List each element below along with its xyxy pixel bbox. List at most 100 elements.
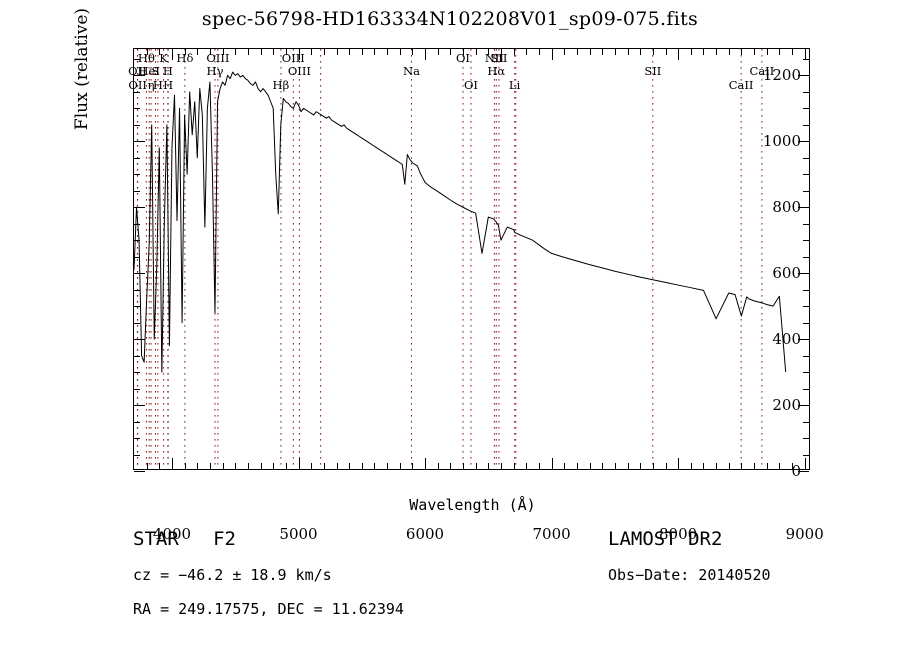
line-label-OIII-a: OIII (281, 51, 305, 65)
x-tickmark-top (285, 49, 287, 55)
y-tickmark (134, 421, 140, 423)
x-tickmark (501, 463, 502, 469)
x-tickmark (323, 463, 325, 469)
x-tickmark (349, 463, 351, 469)
x-tickmark (640, 463, 642, 469)
x-tickmark (450, 463, 452, 469)
x-tickmark (602, 463, 604, 469)
y-tickmark (134, 174, 140, 176)
x-tickmark-top (576, 49, 578, 55)
y-tickmark (134, 405, 145, 407)
x-tickmark-top (209, 49, 211, 55)
y-tick-200: 200 (772, 396, 801, 415)
y-tickmark (134, 124, 140, 126)
x-tickmark-top (728, 49, 730, 55)
line-label-CaIIH: H (162, 64, 173, 78)
y-tickmark-right (798, 75, 809, 77)
x-tickmark (665, 463, 667, 469)
line-label-Hepsilon: H (163, 78, 174, 92)
x-tickmark-top (665, 49, 667, 55)
x-tickmark-top (640, 49, 642, 55)
x-tickmark (361, 463, 363, 469)
y-tickmark (134, 322, 140, 324)
y-tickmark (134, 75, 145, 77)
y-tick-0: 0 (791, 462, 801, 480)
x-tickmark-top (247, 49, 249, 55)
x-tickmark (614, 463, 616, 469)
x-tickmark (589, 463, 591, 469)
y-tickmark-right (798, 471, 809, 472)
y-tickmark-right (803, 372, 809, 374)
y-tickmark (134, 240, 140, 242)
y-tickmark (134, 306, 140, 308)
x-tickmark (627, 463, 629, 469)
line-label-SII-c: SII (644, 64, 662, 78)
line-label-SII: S (151, 64, 160, 78)
observation-date: Obs−Date: 20140520 (608, 566, 771, 584)
x-tickmark (222, 463, 224, 469)
x-tickmark-top (159, 49, 161, 55)
x-tickmark (298, 458, 300, 469)
x-tickmark (678, 458, 680, 469)
line-label-HeI: HeI (138, 64, 160, 78)
x-tickmark-top (513, 49, 515, 55)
survey-name: LAMOST DR2 (608, 528, 723, 550)
x-tickmark-top (425, 49, 426, 60)
x-tickmark-top (538, 49, 540, 55)
x-tickmark (475, 463, 477, 469)
x-tickmark (652, 463, 654, 469)
y-tickmark (134, 157, 140, 159)
line-label-Hbeta: Hβ (272, 78, 290, 92)
x-tickmark-top (260, 49, 262, 55)
y-tickmark-right (803, 240, 809, 242)
x-tickmark (273, 463, 275, 469)
x-tickmark-top (172, 49, 173, 60)
x-tickmark (387, 463, 389, 469)
line-label-Hzeta: H (152, 78, 163, 92)
y-tickmark-right (798, 339, 809, 341)
line-label-Hgamma: Hγ (206, 64, 224, 78)
y-tickmark-right (803, 223, 809, 225)
x-tickmark (576, 463, 578, 469)
x-tickmark (716, 463, 718, 469)
page-title: spec-56798-HD163334N102208V01_sp09-075.f… (201, 8, 699, 30)
x-tickmark (425, 458, 426, 469)
x-tickmark-top (792, 49, 793, 55)
x-tickmark (690, 463, 692, 469)
y-tickmark (134, 289, 140, 291)
x-axis-label: Wavelength (Å) (409, 496, 536, 514)
x-tickmark-top (374, 49, 376, 55)
y-tick-1200: 1200 (762, 66, 801, 85)
y-tickmark (134, 207, 145, 209)
line-label-Na: Na (403, 64, 420, 78)
x-tick-8000: 8000 (659, 525, 698, 543)
object-summary: STAR F2 (133, 528, 236, 550)
x-tickmark (551, 458, 553, 469)
y-tickmark (134, 388, 140, 390)
x-tickmark-top (754, 49, 756, 55)
y-tick-400: 400 (772, 330, 801, 349)
y-tickmark (134, 223, 140, 225)
line-marker-group (136, 49, 763, 469)
x-tickmark-top (387, 49, 389, 55)
x-tickmark-top (488, 49, 490, 55)
metadata-footer: STAR F2 cz = −46.2 ± 18.9 km/s RA = 249.… (0, 528, 900, 648)
x-tickmark (754, 463, 756, 469)
x-tickmark-top (349, 49, 351, 55)
x-tickmark-top (779, 49, 781, 55)
x-tickmark-top (184, 49, 186, 55)
x-tickmark-top (197, 49, 199, 55)
x-tickmark (146, 463, 148, 469)
spectral-class: F2 (213, 528, 236, 550)
x-tickmark (399, 463, 401, 469)
y-tickmark-right (803, 108, 809, 110)
x-tickmark (766, 463, 768, 469)
line-label-OI-a: OI (456, 51, 470, 65)
x-tick-7000: 7000 (532, 525, 571, 543)
y-tickmark (134, 141, 145, 143)
x-tickmark (247, 463, 249, 469)
line-label-CaIIK: K (159, 51, 168, 65)
y-tickmark (134, 190, 140, 192)
line-label-Li: Li (508, 78, 521, 92)
